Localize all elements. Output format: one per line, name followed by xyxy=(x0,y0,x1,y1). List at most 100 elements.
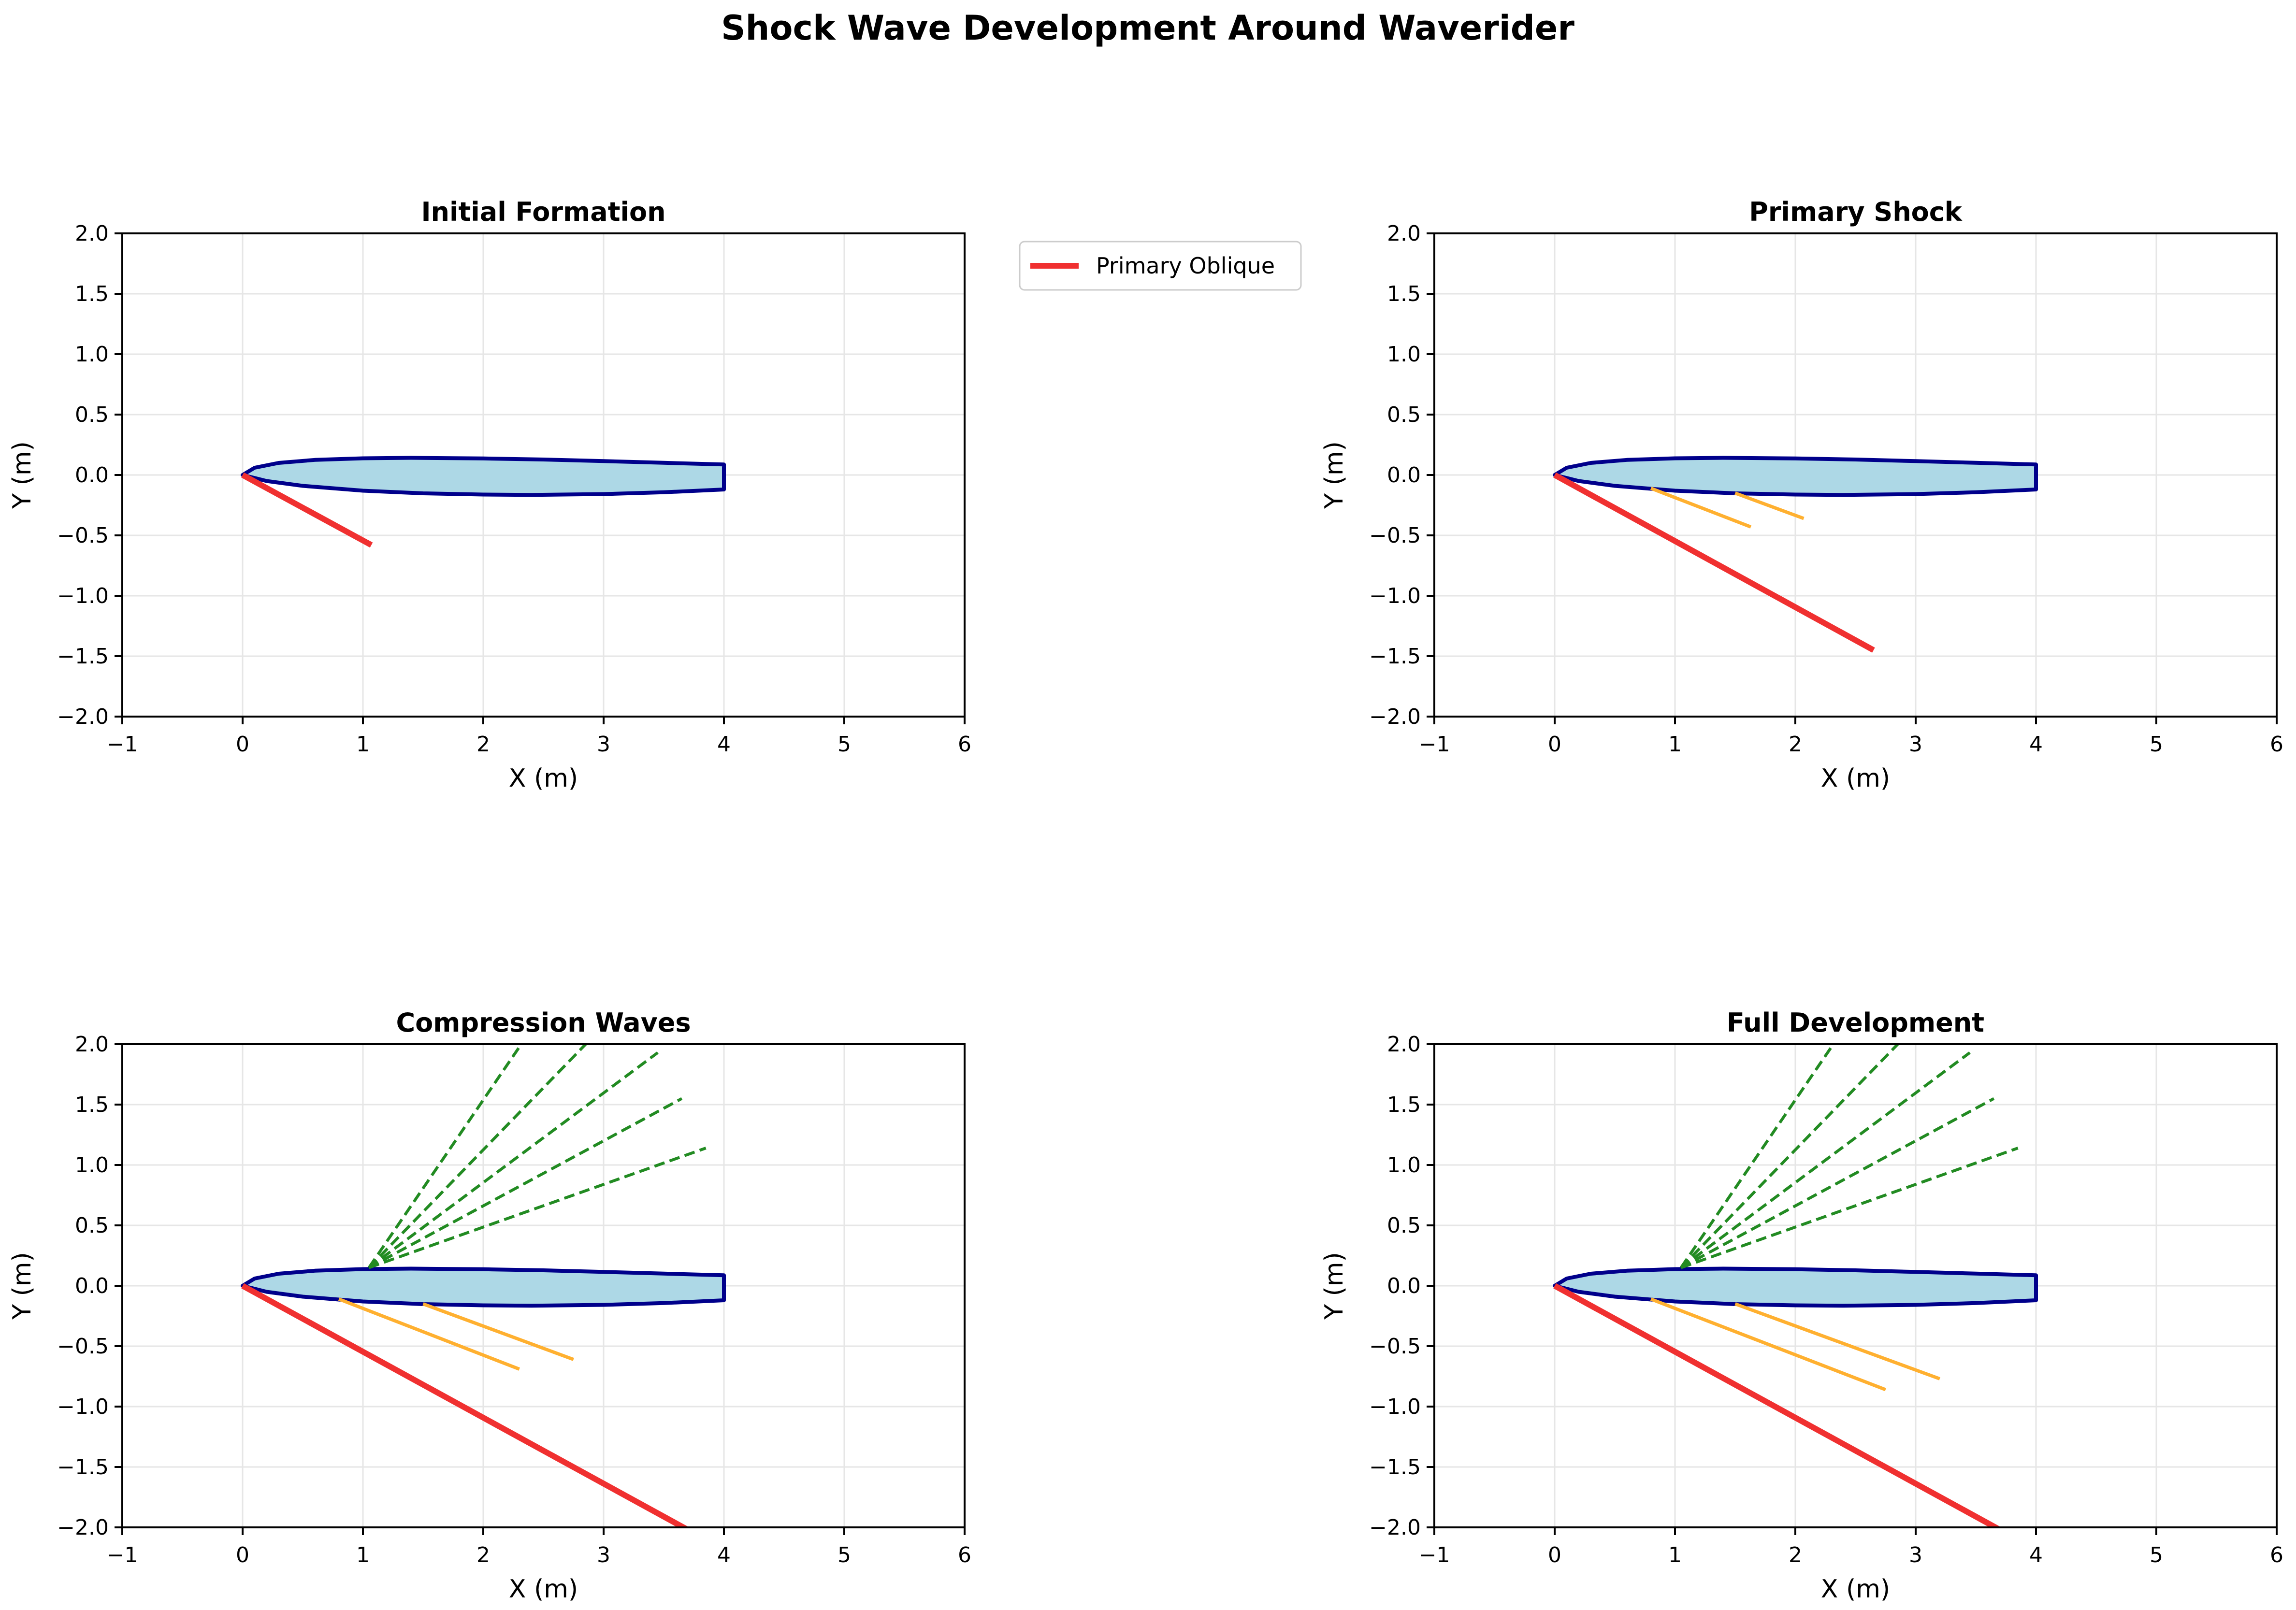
x-tick-label: 4 xyxy=(2029,1543,2043,1567)
primary-shock-line xyxy=(1553,1283,2002,1527)
expansion-shock-line xyxy=(1680,1051,1971,1269)
x-tick-label: 2 xyxy=(1789,732,1802,757)
x-tick-label: 2 xyxy=(477,1543,490,1567)
x-tick-label: 0 xyxy=(236,1543,249,1567)
x-tick-label: 4 xyxy=(2029,732,2043,757)
y-tick-label: 0.5 xyxy=(1387,1213,1421,1238)
y-tick-label: −1.5 xyxy=(1369,644,1421,669)
expansion-shock-line xyxy=(1680,1044,1900,1269)
subplots: −1 0 1 2 3 4 5 6 −2.0 −1.5 −1.0 −0.5 0.0 0.5 1.0 1.5 2.0… xyxy=(8,197,2283,1604)
secondary-shock-line xyxy=(1650,1297,1887,1392)
x-axis-label: X (m) xyxy=(1821,1575,1890,1604)
legend: Primary Oblique xyxy=(1019,241,1302,291)
y-tick-label: −2.0 xyxy=(1369,704,1421,729)
subplot-title: Compression Waves xyxy=(396,1007,691,1038)
y-tick-label: 0.5 xyxy=(1387,402,1421,427)
expansion-shock-line xyxy=(367,1044,523,1269)
x-tick-label: 5 xyxy=(838,732,851,757)
primary-shock-line xyxy=(1553,472,1875,653)
expansion-shock-line xyxy=(1680,1097,1995,1269)
x-axis-label: X (m) xyxy=(509,764,578,793)
subplot-title: Primary Shock xyxy=(1749,197,1962,227)
y-tick-label: −0.5 xyxy=(57,1334,109,1359)
x-tick-label: 5 xyxy=(838,1543,851,1567)
y-tick-label: 1.0 xyxy=(1387,342,1421,367)
plot-area xyxy=(241,1044,726,1527)
y-tick-label: −1.0 xyxy=(1369,584,1421,608)
y-tick-label: −0.5 xyxy=(1369,1334,1421,1359)
x-tick-label: −1 xyxy=(107,732,138,757)
y-tick-label: 2.0 xyxy=(75,221,109,246)
x-axis-label: X (m) xyxy=(509,1575,578,1604)
y-tick-label: 1.5 xyxy=(75,1092,109,1117)
y-tick-label: 0.0 xyxy=(1387,463,1421,488)
y-tick-label: −1.0 xyxy=(1369,1394,1421,1419)
expansion-shock-line xyxy=(368,1051,659,1269)
subplot-1: −1 0 1 2 3 4 5 6 −2.0 −1.5 −1.0 −0.5 0.0 0.5 1.0 1.5 2.0… xyxy=(8,197,971,793)
legend-label: Primary Oblique xyxy=(1096,253,1275,279)
y-tick-label: −0.5 xyxy=(1369,523,1421,548)
x-tick-label: 5 xyxy=(2150,1543,2163,1567)
plot-area xyxy=(1553,1044,2038,1527)
y-axis-label: Y (m) xyxy=(1320,441,1349,509)
y-tick-label: −1.5 xyxy=(57,644,109,669)
y-tick-label: −1.0 xyxy=(57,1394,109,1419)
y-tick-label: −1.5 xyxy=(57,1455,109,1480)
primary-shock-line xyxy=(241,472,373,548)
y-tick-label: 0.0 xyxy=(75,463,109,488)
subplot-4: −1 0 1 2 3 4 5 6 −2.0 −1.5 −1.0 −0.5 0.0 0.5 1.0 1.5 2.0… xyxy=(1320,1007,2283,1604)
y-tick-label: 1.5 xyxy=(1387,1092,1421,1117)
y-axis-label: Y (m) xyxy=(8,1252,37,1320)
secondary-shock-line xyxy=(422,1302,574,1361)
plot-area xyxy=(1553,456,2038,653)
x-tick-label: 2 xyxy=(477,732,490,757)
y-tick-label: −1.0 xyxy=(57,584,109,608)
x-tick-label: 1 xyxy=(1668,1543,1682,1567)
primary-shock-line xyxy=(241,1283,690,1527)
x-tick-label: 2 xyxy=(1789,1543,1802,1567)
expansion-shock-line xyxy=(1679,1044,1835,1269)
y-axis-label: Y (m) xyxy=(1320,1252,1349,1320)
expansion-shock-line xyxy=(368,1044,588,1269)
y-tick-label: −2.0 xyxy=(1369,1515,1421,1540)
y-tick-label: 0.5 xyxy=(75,402,109,427)
x-tick-label: 0 xyxy=(1548,732,1561,757)
waverider-body xyxy=(241,456,726,497)
x-tick-label: 3 xyxy=(597,732,610,757)
x-tick-label: 1 xyxy=(1668,732,1682,757)
legend-box xyxy=(1019,241,1302,291)
y-axis-label: Y (m) xyxy=(8,441,37,509)
x-tick-label: −1 xyxy=(107,1543,138,1567)
y-tick-label: 0.0 xyxy=(75,1274,109,1298)
secondary-shock-line xyxy=(1734,491,1805,520)
y-tick-label: −1.5 xyxy=(1369,1455,1421,1480)
y-tick-label: 1.5 xyxy=(75,282,109,306)
y-tick-label: −0.5 xyxy=(57,523,109,548)
x-tick-label: −1 xyxy=(1419,732,1450,757)
x-tick-label: 6 xyxy=(958,1543,971,1567)
y-tick-label: 2.0 xyxy=(75,1032,109,1057)
x-tick-label: 6 xyxy=(2270,732,2283,757)
y-tick-label: 2.0 xyxy=(1387,221,1421,246)
x-tick-label: 0 xyxy=(1548,1543,1561,1567)
y-tick-label: 2.0 xyxy=(1387,1032,1421,1057)
subplot-title: Full Development xyxy=(1727,1007,1984,1038)
x-tick-label: 4 xyxy=(717,732,731,757)
x-axis-label: X (m) xyxy=(1821,764,1890,793)
x-tick-label: 4 xyxy=(717,1543,731,1567)
expansion-shock-line xyxy=(1680,1147,2019,1269)
y-tick-label: 1.0 xyxy=(75,342,109,367)
x-tick-label: 3 xyxy=(1909,732,1922,757)
x-tick-label: 6 xyxy=(2270,1543,2283,1567)
y-tick-label: 1.0 xyxy=(75,1153,109,1178)
waverider-body xyxy=(1553,456,2038,497)
figure-title: Shock Wave Development Around Waverider xyxy=(721,8,1574,48)
x-tick-label: 3 xyxy=(597,1543,610,1567)
x-tick-label: 5 xyxy=(2150,732,2163,757)
secondary-shock-line xyxy=(1734,1302,1941,1380)
y-tick-label: −2.0 xyxy=(57,1515,109,1540)
waverider-body xyxy=(241,1266,726,1308)
secondary-shock-line xyxy=(338,1297,520,1371)
subplot-3: −1 0 1 2 3 4 5 6 −2.0 −1.5 −1.0 −0.5 0.0 0.5 1.0 1.5 2.0… xyxy=(8,1007,971,1604)
